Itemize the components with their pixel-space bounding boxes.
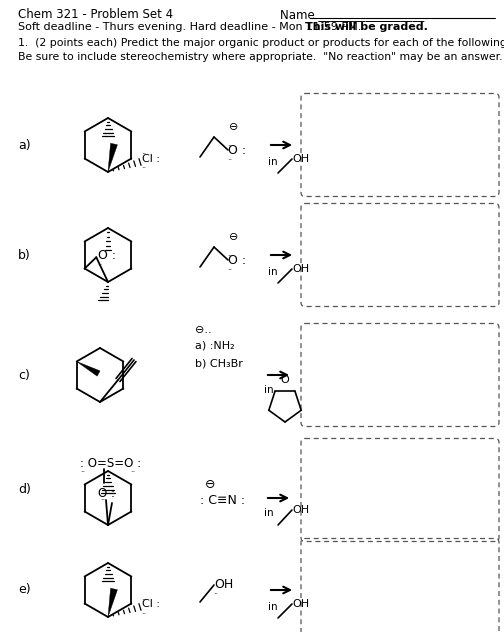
Text: a) :NH₂: a) :NH₂ (195, 341, 235, 351)
Polygon shape (108, 143, 117, 172)
Text: ..: .. (141, 593, 146, 602)
Text: ..: .. (141, 162, 146, 171)
Text: ..: .. (100, 493, 105, 502)
Text: b) CH₃Br: b) CH₃Br (195, 359, 243, 369)
Text: ..: .. (227, 248, 232, 257)
Text: ..: .. (227, 138, 232, 147)
Text: OH: OH (292, 599, 309, 609)
Text: ..: .. (141, 147, 146, 157)
Text: ..: .. (97, 258, 102, 267)
Text: O :: O : (98, 249, 116, 262)
Text: OH: OH (292, 505, 309, 515)
Text: Cl :: Cl : (142, 599, 160, 609)
Text: OH: OH (292, 154, 309, 164)
Text: in: in (264, 508, 274, 518)
Polygon shape (77, 362, 100, 376)
Text: in: in (264, 385, 274, 395)
Text: O :: O : (97, 487, 114, 500)
Text: ..: .. (130, 465, 135, 474)
Text: O :: O : (228, 253, 246, 267)
Text: ..: .. (227, 152, 232, 162)
Text: a): a) (18, 138, 31, 152)
Text: ⊖..: ⊖.. (195, 325, 212, 335)
Text: O :: O : (228, 143, 246, 157)
Text: ⊖: ⊖ (229, 232, 239, 242)
Text: : C≡N :: : C≡N : (200, 494, 245, 506)
Text: Chem 321 - Problem Set 4: Chem 321 - Problem Set 4 (18, 8, 173, 21)
Text: e): e) (18, 583, 31, 597)
Text: c): c) (18, 368, 30, 382)
Text: Cl :: Cl : (142, 154, 160, 164)
Text: 1.  (2 points each) Predict the major organic product or products for each of th: 1. (2 points each) Predict the major org… (18, 38, 504, 48)
Text: : O=S=O :: : O=S=O : (80, 457, 141, 470)
Text: This will be graded.: This will be graded. (305, 22, 428, 32)
Text: in: in (268, 602, 278, 612)
Text: ..: .. (141, 607, 146, 616)
Text: Name __________________: Name __________________ (280, 8, 424, 21)
Text: ..: .. (80, 465, 85, 474)
Text: in: in (268, 157, 278, 167)
Text: ..: .. (227, 262, 232, 272)
Text: Soft deadline - Thurs evening. Hard deadline - Mon 11:59 PM.: Soft deadline - Thurs evening. Hard dead… (18, 22, 368, 32)
Text: in: in (268, 267, 278, 277)
Text: ..: .. (213, 588, 218, 597)
Text: ⊖: ⊖ (205, 478, 215, 492)
Polygon shape (108, 588, 117, 617)
Text: ⊖: ⊖ (229, 122, 239, 132)
Text: O: O (281, 375, 289, 385)
Text: Be sure to include stereochemistry where appropriate.  "No reaction" may be an a: Be sure to include stereochemistry where… (18, 52, 502, 62)
Text: b): b) (18, 248, 31, 262)
Text: OH: OH (214, 578, 233, 592)
Text: OH: OH (292, 264, 309, 274)
Text: d): d) (18, 483, 31, 497)
